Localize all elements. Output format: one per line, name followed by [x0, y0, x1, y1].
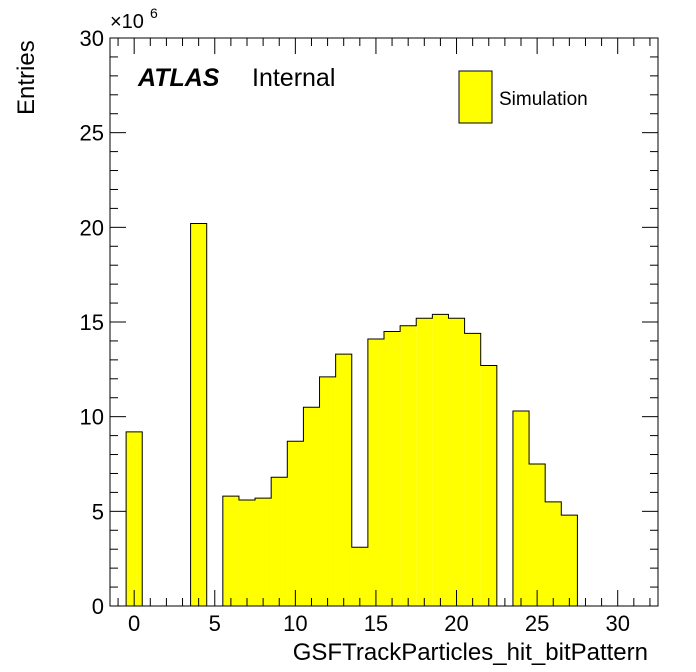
histogram-bar — [464, 333, 481, 606]
histogram-bar — [545, 501, 562, 606]
legend: Simulation — [458, 70, 588, 124]
histogram-bar — [126, 431, 143, 606]
histogram-bar — [255, 498, 272, 606]
x-tick-label: 10 — [283, 611, 307, 636]
histogram-bar — [190, 223, 207, 606]
histogram-bar — [432, 314, 449, 606]
x-axis-title: GSFTrackParticles_hit_bitPattern — [293, 639, 648, 666]
y-axis-title: Entries — [13, 40, 40, 115]
histogram-bar — [367, 339, 384, 606]
x-tick-label: 20 — [444, 611, 468, 636]
y-tick-label: 15 — [80, 310, 104, 335]
histogram-bar — [512, 410, 530, 606]
histogram-bar — [303, 407, 320, 606]
x-tick-label: 15 — [364, 611, 388, 636]
y-tick-label: 5 — [92, 499, 104, 524]
legend-label-simulation: Simulation — [499, 89, 588, 110]
y-tick-label: 0 — [92, 594, 104, 619]
histogram-bar — [319, 376, 336, 606]
y-tick-label: 30 — [80, 26, 104, 51]
histogram-bar — [222, 496, 239, 606]
x-tick-label: 5 — [209, 611, 221, 636]
y-multiplier: ×10 — [110, 11, 144, 33]
x-tick-label: 0 — [128, 611, 140, 636]
histogram-bar — [384, 331, 401, 606]
legend-swatch-simulation — [458, 70, 493, 124]
atlas-label: ATLAS — [137, 64, 220, 92]
histogram-bar — [561, 515, 578, 606]
histogram-bar — [448, 318, 465, 606]
y-tick-label: 20 — [80, 215, 104, 240]
x-tick-label: 25 — [525, 611, 549, 636]
histogram-bar — [238, 499, 256, 606]
histogram-bar — [400, 325, 417, 606]
histogram-bar — [335, 354, 352, 606]
y-multiplier-exponent: 6 — [150, 5, 158, 21]
histogram-bar — [351, 547, 368, 606]
y-tick-label: 10 — [80, 405, 104, 430]
histogram-bar — [287, 441, 304, 606]
axis-ticks — [110, 37, 658, 607]
atlas-status: Internal — [252, 64, 335, 92]
tick-labels: 0 5 10 15 20 25 30 0 5 10 15 20 25 30 — [80, 26, 630, 636]
histogram-bar — [480, 365, 497, 606]
histogram-bar — [416, 318, 433, 606]
histogram-bar — [529, 464, 546, 606]
histogram-bars — [125, 223, 642, 607]
x-tick-label: 30 — [605, 611, 629, 636]
histogram-bar — [271, 477, 288, 606]
y-tick-label: 25 — [80, 121, 104, 146]
